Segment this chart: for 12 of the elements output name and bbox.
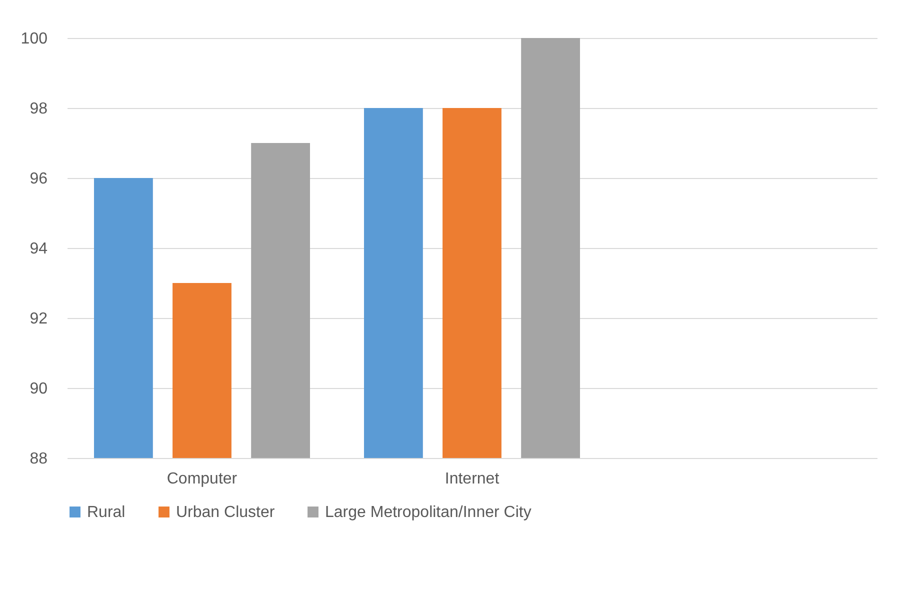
y-tick-label: 100 <box>20 30 48 48</box>
y-tick-label: 92 <box>30 310 48 328</box>
y-tick-label: 98 <box>30 100 48 118</box>
legend-label: Rural <box>87 504 126 521</box>
y-tick-label: 96 <box>30 170 48 188</box>
x-tick-label: Internet <box>444 470 500 488</box>
y-tick-label: 88 <box>30 450 48 468</box>
legend-label: Large Metropolitan/Inner City <box>325 504 532 521</box>
x-tick-label: Computer <box>166 470 238 488</box>
legend-label: Urban Cluster <box>176 504 276 521</box>
y-tick-label: 94 <box>30 240 48 258</box>
y-tick-label: 90 <box>30 380 48 398</box>
